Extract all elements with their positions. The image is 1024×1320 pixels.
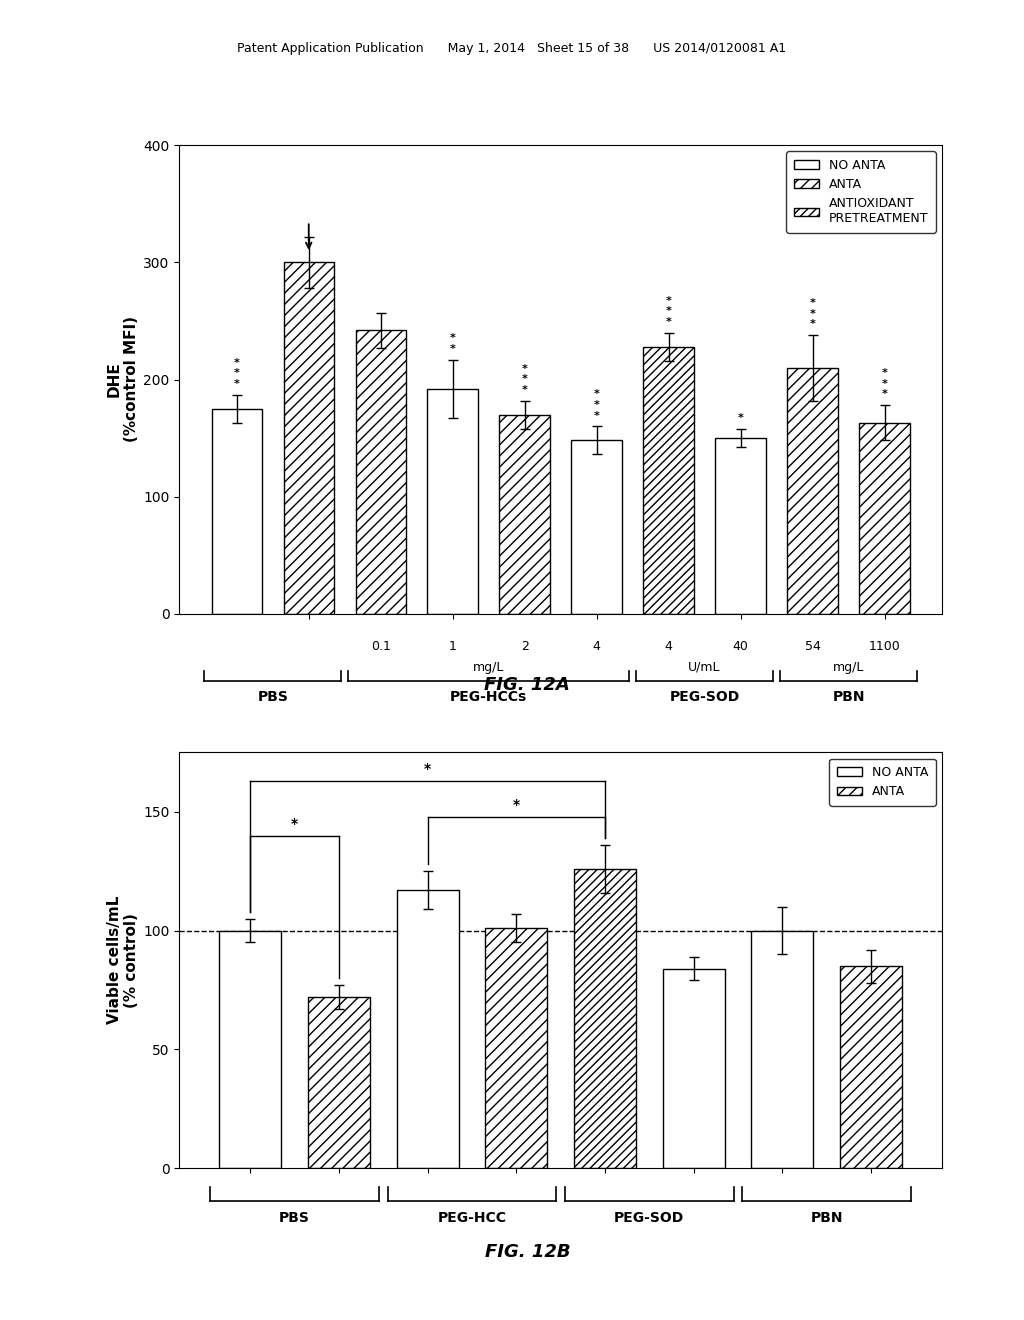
Text: 1100: 1100 [868, 640, 900, 652]
Text: PEG-SOD: PEG-SOD [670, 690, 739, 704]
Text: *: * [521, 374, 527, 384]
Text: *: * [810, 298, 815, 308]
Text: *: * [882, 379, 888, 389]
Bar [643, 347, 694, 614]
Bar [787, 368, 838, 614]
Y-axis label: DHE
(%control MFI): DHE (%control MFI) [106, 317, 139, 442]
Text: *: * [666, 306, 672, 317]
Bar [284, 263, 334, 614]
Text: PBN: PBN [833, 690, 865, 704]
Text: 54: 54 [805, 640, 820, 652]
Text: *: * [513, 797, 520, 812]
Text: PEG-HCCs: PEG-HCCs [450, 690, 527, 704]
Text: PEG-HCC: PEG-HCC [437, 1210, 507, 1225]
Text: *: * [424, 762, 431, 776]
Bar [840, 966, 902, 1168]
Text: *: * [450, 343, 456, 354]
Text: U/mL: U/mL [688, 660, 721, 673]
Bar [752, 931, 813, 1168]
Bar [663, 969, 725, 1168]
Legend: NO ANTA, ANTA: NO ANTA, ANTA [829, 759, 936, 807]
Bar [308, 997, 370, 1168]
Text: *: * [594, 389, 600, 400]
Text: FIG. 12A: FIG. 12A [484, 676, 570, 694]
Text: *: * [291, 817, 298, 830]
Text: mg/L: mg/L [833, 660, 864, 673]
Bar [396, 890, 459, 1168]
Text: *: * [737, 413, 743, 422]
Text: *: * [666, 317, 672, 327]
Text: mg/L: mg/L [473, 660, 505, 673]
Text: *: * [233, 379, 240, 389]
Text: *: * [810, 309, 815, 318]
Bar [212, 409, 262, 614]
Bar [573, 869, 636, 1168]
Text: *: * [882, 389, 888, 400]
Text: *: * [594, 400, 600, 411]
Y-axis label: Viable cells/mL
(% control): Viable cells/mL (% control) [106, 896, 139, 1024]
Bar [859, 422, 909, 614]
Text: *: * [882, 368, 888, 379]
Bar [219, 931, 282, 1168]
Text: PEG-SOD: PEG-SOD [614, 1210, 684, 1225]
Text: 1: 1 [449, 640, 457, 652]
Text: *: * [810, 319, 815, 329]
Bar [716, 438, 766, 614]
Text: *: * [450, 333, 456, 343]
Text: PBS: PBS [257, 690, 288, 704]
Text: 40: 40 [732, 640, 749, 652]
Text: 2: 2 [521, 640, 528, 652]
Legend: NO ANTA, ANTA, ANTIOXIDANT
PRETREATMENT: NO ANTA, ANTA, ANTIOXIDANT PRETREATMENT [786, 152, 936, 232]
Bar [500, 414, 550, 614]
Text: 4: 4 [665, 640, 673, 652]
Bar [427, 389, 478, 614]
Text: PBN: PBN [811, 1210, 843, 1225]
Text: *: * [233, 358, 240, 368]
Text: *: * [666, 296, 672, 306]
Text: *: * [594, 411, 600, 421]
Text: 0.1: 0.1 [371, 640, 390, 652]
Bar [355, 330, 406, 614]
Text: *: * [233, 368, 240, 379]
Text: 4: 4 [593, 640, 600, 652]
Bar [485, 928, 548, 1168]
Text: FIG. 12B: FIG. 12B [484, 1243, 570, 1262]
Bar [571, 441, 622, 614]
Text: *: * [521, 363, 527, 374]
Text: Patent Application Publication      May 1, 2014   Sheet 15 of 38      US 2014/01: Patent Application Publication May 1, 20… [238, 42, 786, 55]
Text: *: * [521, 384, 527, 395]
Text: PBS: PBS [280, 1210, 310, 1225]
